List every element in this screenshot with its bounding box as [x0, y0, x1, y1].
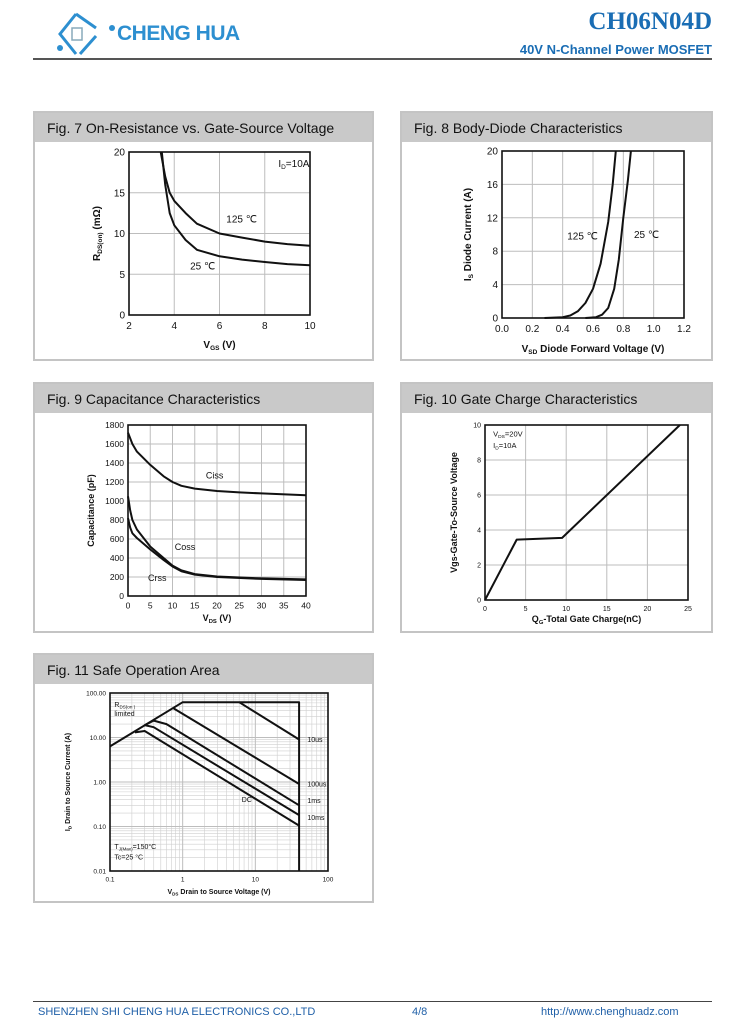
figure-title: Fig. 11 Safe Operation Area	[35, 655, 372, 684]
logo-emblem-icon	[57, 12, 115, 55]
logo-text: CHENG HUA	[117, 22, 240, 45]
part-number: CH06N04D	[588, 8, 712, 35]
figure-title: Fig. 9 Capacitance Characteristics	[35, 384, 372, 413]
figure-9-panel: Fig. 9 Capacitance Characteristics	[33, 382, 374, 633]
footer-divider	[33, 1001, 712, 1002]
figure-7-panel: Fig. 7 On-Resistance vs. Gate-Source Vol…	[33, 111, 374, 361]
figure-title: Fig. 10 Gate Charge Characteristics	[402, 384, 711, 413]
figure-title: Fig. 7 On-Resistance vs. Gate-Source Vol…	[35, 113, 372, 142]
figure-10-panel: Fig. 10 Gate Charge Characteristics	[400, 382, 713, 633]
figure-title: Fig. 8 Body-Diode Characteristics	[402, 113, 711, 142]
header-divider	[33, 58, 712, 60]
footer-url[interactable]: http://www.chenghuadz.com	[541, 1006, 679, 1018]
footer-page-number: 4/8	[412, 1006, 428, 1018]
footer-company: SHENZHEN SHI CHENG HUA ELECTRONICS CO.,L…	[38, 1006, 316, 1018]
company-logo	[52, 12, 122, 56]
figure-8-panel: Fig. 8 Body-Diode Characteristics	[400, 111, 713, 361]
document-subtitle: 40V N-Channel Power MOSFET	[519, 42, 712, 57]
figure-11-panel: Fig. 11 Safe Operation Area	[33, 653, 374, 903]
